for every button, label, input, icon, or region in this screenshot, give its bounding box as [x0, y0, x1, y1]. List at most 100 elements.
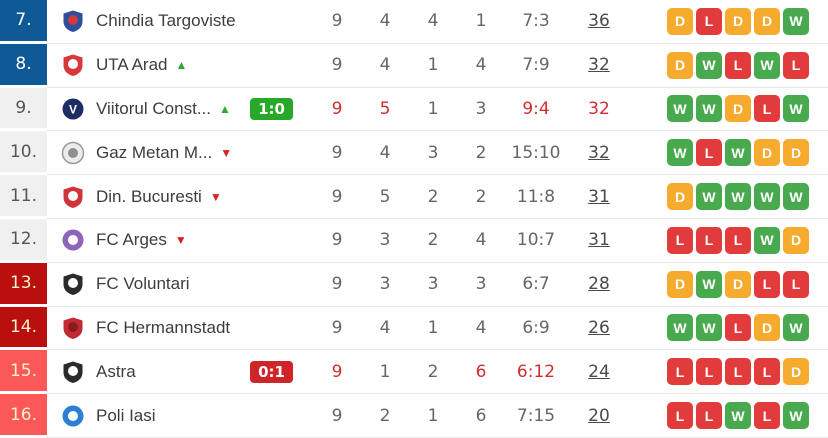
- team-name[interactable]: FC Hermannstadt: [96, 317, 231, 337]
- form-result-l[interactable]: L: [696, 7, 722, 35]
- form-result-w[interactable]: W: [783, 95, 809, 123]
- team-name[interactable]: Din. Bucuresti: [96, 186, 202, 206]
- form-result-d[interactable]: D: [725, 95, 751, 123]
- rank-down-icon: ▼: [174, 233, 187, 248]
- live-score-badge[interactable]: 1:0: [250, 97, 293, 120]
- form-result-d[interactable]: D: [667, 51, 693, 79]
- form-result-w[interactable]: W: [783, 314, 809, 342]
- form-result-w[interactable]: W: [667, 139, 693, 167]
- form-result-w[interactable]: W: [696, 51, 722, 79]
- form-result-d[interactable]: D: [667, 183, 693, 211]
- form-result-w[interactable]: W: [696, 314, 722, 342]
- form-result-d[interactable]: D: [725, 7, 751, 35]
- form-result-d[interactable]: D: [667, 7, 693, 35]
- form-result-d[interactable]: D: [783, 226, 809, 254]
- live-score-badge[interactable]: 0:1: [250, 360, 293, 383]
- form-result-w[interactable]: W: [754, 226, 780, 254]
- form-result-w[interactable]: W: [725, 139, 751, 167]
- form-result-l[interactable]: L: [754, 95, 780, 123]
- points-link[interactable]: 32: [588, 142, 610, 163]
- form-result-w[interactable]: W: [696, 95, 722, 123]
- points-link[interactable]: 32: [588, 55, 610, 76]
- points-link[interactable]: 31: [588, 186, 610, 207]
- form-result-d[interactable]: D: [725, 270, 751, 298]
- form-result-d[interactable]: D: [667, 270, 693, 298]
- form-result-w[interactable]: W: [754, 183, 780, 211]
- team-name[interactable]: Gaz Metan M...: [96, 142, 213, 162]
- stat-points: 31: [567, 230, 631, 250]
- stat-points: 32: [567, 143, 631, 163]
- form-result-l[interactable]: L: [783, 51, 809, 79]
- team-logo-icon: [61, 185, 85, 209]
- form-result-l[interactable]: L: [754, 358, 780, 386]
- form-result-w[interactable]: W: [783, 183, 809, 211]
- form-result-l[interactable]: L: [667, 402, 693, 430]
- team-name[interactable]: UTA Arad: [96, 55, 168, 75]
- form-result-l[interactable]: L: [696, 402, 722, 430]
- form-result-l[interactable]: L: [725, 51, 751, 79]
- form-result-l[interactable]: L: [725, 314, 751, 342]
- form-result-w[interactable]: W: [725, 183, 751, 211]
- rank-up-icon: ▲: [218, 101, 231, 116]
- points-link[interactable]: 24: [588, 361, 610, 382]
- points-link[interactable]: 26: [588, 317, 610, 338]
- form-result-l[interactable]: L: [754, 402, 780, 430]
- form-result-w[interactable]: W: [696, 270, 722, 298]
- position-cell: 10.: [0, 131, 47, 173]
- form-result-d[interactable]: D: [783, 358, 809, 386]
- form-result-l[interactable]: L: [696, 226, 722, 254]
- form-result-l[interactable]: L: [667, 358, 693, 386]
- form-result-l[interactable]: L: [667, 226, 693, 254]
- form-result-w[interactable]: W: [696, 183, 722, 211]
- points-link[interactable]: 36: [588, 11, 610, 32]
- form-result-w[interactable]: W: [783, 7, 809, 35]
- form-result-w[interactable]: W: [783, 402, 809, 430]
- form-result-d[interactable]: D: [754, 139, 780, 167]
- stat-matches: 9: [331, 230, 343, 251]
- team-name[interactable]: Astra: [96, 361, 136, 381]
- points-link[interactable]: 31: [588, 230, 610, 251]
- stat-losses: 2: [475, 186, 487, 207]
- team-name[interactable]: Viitorul Const...: [96, 98, 211, 118]
- form-result-l[interactable]: L: [725, 358, 751, 386]
- points-link[interactable]: 20: [588, 405, 610, 426]
- team-logo-icon: [61, 404, 85, 428]
- form-result-w[interactable]: W: [725, 402, 751, 430]
- form-result-d[interactable]: D: [754, 314, 780, 342]
- points-link[interactable]: 28: [588, 274, 610, 295]
- form-result-d[interactable]: D: [754, 7, 780, 35]
- form-result-l[interactable]: L: [696, 139, 722, 167]
- form-result-w[interactable]: W: [667, 314, 693, 342]
- form-result-w[interactable]: W: [754, 51, 780, 79]
- stat-draws: 2: [427, 230, 439, 251]
- team-name[interactable]: Chindia Targoviste: [96, 11, 236, 31]
- form-result-l[interactable]: L: [696, 358, 722, 386]
- form-result-l[interactable]: L: [754, 270, 780, 298]
- team-name[interactable]: Poli Iasi: [96, 405, 156, 425]
- rank-down-icon: ▼: [220, 145, 233, 160]
- team-name[interactable]: FC Arges: [96, 230, 167, 250]
- stat-draws: 2: [427, 186, 439, 207]
- form-result-d[interactable]: D: [783, 139, 809, 167]
- form-result-w[interactable]: W: [667, 95, 693, 123]
- team-name[interactable]: FC Voluntari: [96, 274, 190, 294]
- table-row[interactable]: 9. V Viitorul Const... ▲ 1:0 9 5 1 3 9:4…: [0, 87, 828, 132]
- stat-losses: 3: [475, 274, 487, 295]
- stat-matches: 9: [331, 186, 343, 207]
- form-result-l[interactable]: L: [783, 270, 809, 298]
- form-result-l[interactable]: L: [725, 226, 751, 254]
